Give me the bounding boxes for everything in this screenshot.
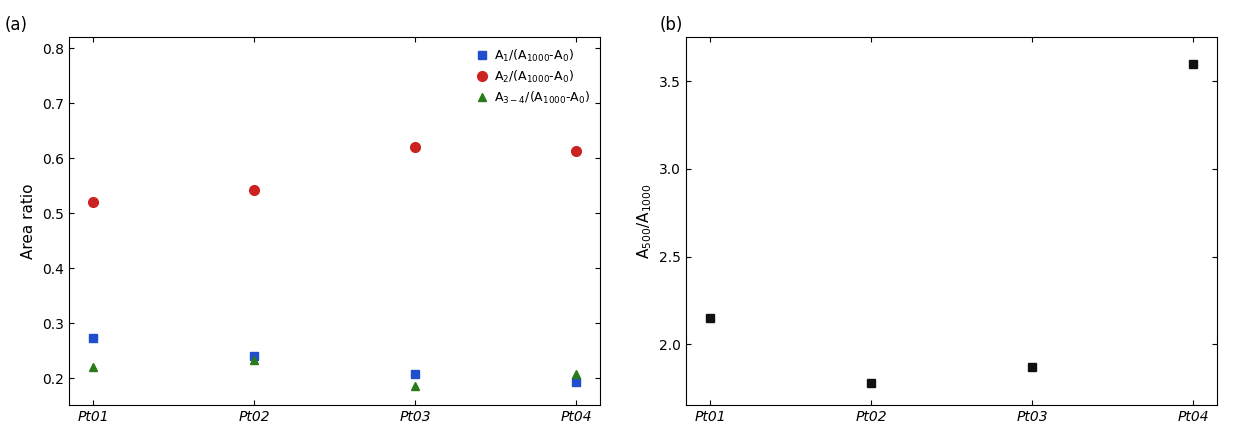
Y-axis label: A$_{500}$/A$_{1000}$: A$_{500}$/A$_{1000}$	[636, 183, 654, 259]
Line: A$_2$/(A$_{1000}$-A$_0$): A$_2$/(A$_{1000}$-A$_0$)	[88, 142, 581, 207]
Legend: A$_1$/(A$_{1000}$-A$_0$), A$_2$/(A$_{1000}$-A$_0$), A$_{3-4}$/(A$_{1000}$-A$_0$): A$_1$/(A$_{1000}$-A$_0$), A$_2$/(A$_{100…	[471, 44, 594, 109]
A$_{3-4}$/(A$_{1000}$-A$_0$)	[85, 364, 100, 370]
A$_{3-4}$/(A$_{1000}$-A$_0$)	[569, 371, 584, 376]
A$_1$/(A$_{1000}$-A$_0$)	[407, 371, 422, 377]
Y-axis label: Area ratio: Area ratio	[21, 184, 37, 259]
A$_1$/(A$_{1000}$-A$_0$)	[569, 379, 584, 385]
Line: A$_1$/(A$_{1000}$-A$_0$): A$_1$/(A$_{1000}$-A$_0$)	[89, 334, 580, 386]
Text: (b): (b)	[659, 16, 682, 34]
A$_{3-4}$/(A$_{1000}$-A$_0$)	[247, 358, 262, 363]
A$_2$/(A$_{1000}$-A$_0$)	[569, 148, 584, 153]
A$_2$/(A$_{1000}$-A$_0$)	[85, 200, 100, 205]
A$_1$/(A$_{1000}$-A$_0$)	[247, 353, 262, 359]
A$_2$/(A$_{1000}$-A$_0$)	[407, 145, 422, 150]
A$_1$/(A$_{1000}$-A$_0$)	[85, 336, 100, 341]
Text: (a): (a)	[5, 16, 28, 34]
Line: A$_{3-4}$/(A$_{1000}$-A$_0$): A$_{3-4}$/(A$_{1000}$-A$_0$)	[89, 356, 580, 390]
A$_2$/(A$_{1000}$-A$_0$)	[247, 187, 262, 192]
A$_{3-4}$/(A$_{1000}$-A$_0$)	[407, 384, 422, 389]
